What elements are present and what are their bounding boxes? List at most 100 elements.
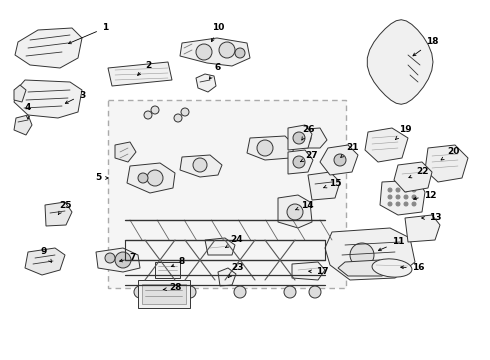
Text: 13: 13	[422, 213, 441, 222]
Polygon shape	[291, 128, 327, 148]
Polygon shape	[96, 248, 140, 272]
Polygon shape	[218, 268, 236, 286]
Circle shape	[181, 108, 189, 116]
Circle shape	[257, 140, 273, 156]
Polygon shape	[288, 150, 313, 174]
Polygon shape	[108, 62, 172, 86]
Circle shape	[334, 154, 346, 166]
Circle shape	[299, 132, 311, 144]
Circle shape	[396, 188, 400, 192]
Polygon shape	[320, 145, 358, 175]
Circle shape	[105, 253, 115, 263]
Polygon shape	[115, 142, 136, 162]
Circle shape	[350, 243, 374, 267]
Text: 19: 19	[395, 126, 411, 139]
Circle shape	[287, 204, 303, 220]
Polygon shape	[25, 248, 65, 275]
Text: 16: 16	[401, 264, 424, 273]
Polygon shape	[247, 136, 295, 160]
Polygon shape	[368, 20, 433, 104]
Circle shape	[134, 286, 146, 298]
Circle shape	[144, 111, 152, 119]
Text: 6: 6	[209, 63, 221, 79]
Bar	[108, 100, 346, 288]
Circle shape	[151, 106, 159, 114]
Polygon shape	[205, 238, 235, 255]
Polygon shape	[288, 125, 312, 150]
Text: 5: 5	[95, 174, 108, 183]
Polygon shape	[45, 202, 72, 226]
Polygon shape	[14, 80, 82, 118]
Polygon shape	[180, 155, 222, 177]
Circle shape	[234, 286, 246, 298]
Polygon shape	[380, 180, 425, 215]
Text: 27: 27	[300, 150, 318, 162]
Circle shape	[412, 202, 416, 206]
Text: 25: 25	[58, 201, 71, 215]
Circle shape	[404, 188, 408, 192]
Text: 9: 9	[41, 248, 51, 262]
Polygon shape	[425, 145, 468, 182]
Circle shape	[388, 195, 392, 199]
Circle shape	[284, 286, 296, 298]
Circle shape	[293, 156, 305, 168]
Circle shape	[219, 42, 235, 58]
Circle shape	[196, 44, 212, 60]
Text: 18: 18	[413, 37, 438, 56]
Text: 15: 15	[323, 179, 341, 188]
Circle shape	[184, 286, 196, 298]
Bar	[142, 284, 186, 304]
Text: 8: 8	[172, 257, 185, 267]
Polygon shape	[308, 172, 340, 200]
Text: 20: 20	[441, 148, 459, 160]
Text: 2: 2	[138, 60, 151, 75]
Text: 26: 26	[302, 126, 314, 140]
Text: 14: 14	[295, 201, 313, 210]
Polygon shape	[14, 85, 26, 102]
Bar	[138, 280, 190, 308]
Polygon shape	[127, 163, 175, 193]
Circle shape	[388, 188, 392, 192]
Circle shape	[174, 114, 182, 122]
Circle shape	[412, 195, 416, 199]
Text: 17: 17	[309, 267, 328, 276]
Polygon shape	[405, 215, 440, 242]
Circle shape	[309, 286, 321, 298]
Text: 7: 7	[120, 253, 136, 262]
Polygon shape	[278, 195, 312, 228]
Polygon shape	[338, 260, 390, 276]
Polygon shape	[15, 28, 82, 68]
Circle shape	[293, 132, 305, 144]
Text: 10: 10	[212, 23, 224, 42]
Circle shape	[115, 252, 131, 268]
Polygon shape	[394, 162, 432, 192]
Text: 23: 23	[228, 264, 243, 278]
Circle shape	[235, 48, 245, 58]
Circle shape	[396, 195, 400, 199]
Text: 22: 22	[409, 167, 428, 178]
Circle shape	[138, 173, 148, 183]
Circle shape	[396, 202, 400, 206]
Text: 3: 3	[65, 90, 85, 103]
Polygon shape	[196, 74, 216, 92]
Ellipse shape	[372, 259, 412, 277]
Text: 4: 4	[25, 104, 31, 119]
Text: 12: 12	[414, 190, 436, 200]
Text: 28: 28	[163, 284, 181, 292]
Text: 21: 21	[341, 144, 358, 157]
Polygon shape	[292, 262, 325, 280]
Text: 1: 1	[69, 23, 108, 44]
Circle shape	[404, 202, 408, 206]
Bar	[155, 262, 180, 278]
Polygon shape	[365, 128, 408, 162]
Circle shape	[412, 188, 416, 192]
Circle shape	[147, 170, 163, 186]
Text: 24: 24	[225, 235, 244, 248]
Circle shape	[193, 158, 207, 172]
Polygon shape	[180, 38, 250, 66]
Text: 11: 11	[378, 238, 404, 251]
Polygon shape	[325, 228, 415, 280]
Circle shape	[388, 202, 392, 206]
Polygon shape	[14, 115, 32, 135]
Circle shape	[404, 195, 408, 199]
